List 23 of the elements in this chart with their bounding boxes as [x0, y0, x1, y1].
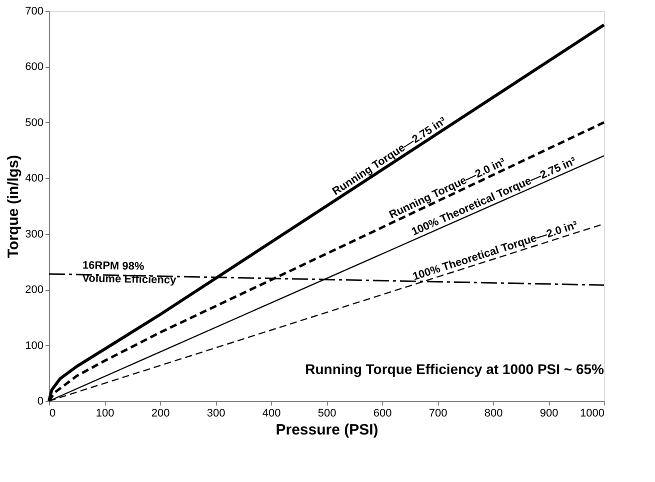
y-tick-label: 700: [25, 6, 44, 18]
x-tick-label: 400: [262, 408, 281, 420]
y-tick-label: 100: [25, 340, 44, 352]
series-label: 16RPM 98% Volume Efficiency: [82, 260, 178, 287]
y-tick-label: 300: [25, 228, 44, 240]
x-tick-label: 0: [50, 408, 56, 420]
x-tick-label: 700: [428, 408, 448, 420]
x-tick-label: 500: [318, 408, 336, 420]
y-tick-label: 600: [25, 61, 44, 74]
y-tick-label: 200: [25, 284, 44, 296]
x-axis-title: Pressure (PSI): [276, 422, 378, 438]
x-tick-label: 200: [151, 408, 170, 420]
y-tick-label: 0: [37, 396, 44, 408]
y-axis-title: Torque (in/lgs): [5, 154, 22, 258]
x-tick-label: 300: [206, 408, 226, 420]
x-tick-label: 900: [540, 408, 558, 420]
x-tick-label: 100: [96, 408, 114, 420]
y-tick-label: 400: [25, 172, 44, 185]
x-tick-label: 600: [373, 408, 392, 420]
x-tick-label: 800: [484, 408, 503, 420]
y-tick-label: 500: [25, 116, 44, 129]
annotation: Running Torque Efficiency at 1000 PSI ~ 65%: [305, 360, 605, 377]
x-tick-label: 1000: [580, 408, 604, 420]
